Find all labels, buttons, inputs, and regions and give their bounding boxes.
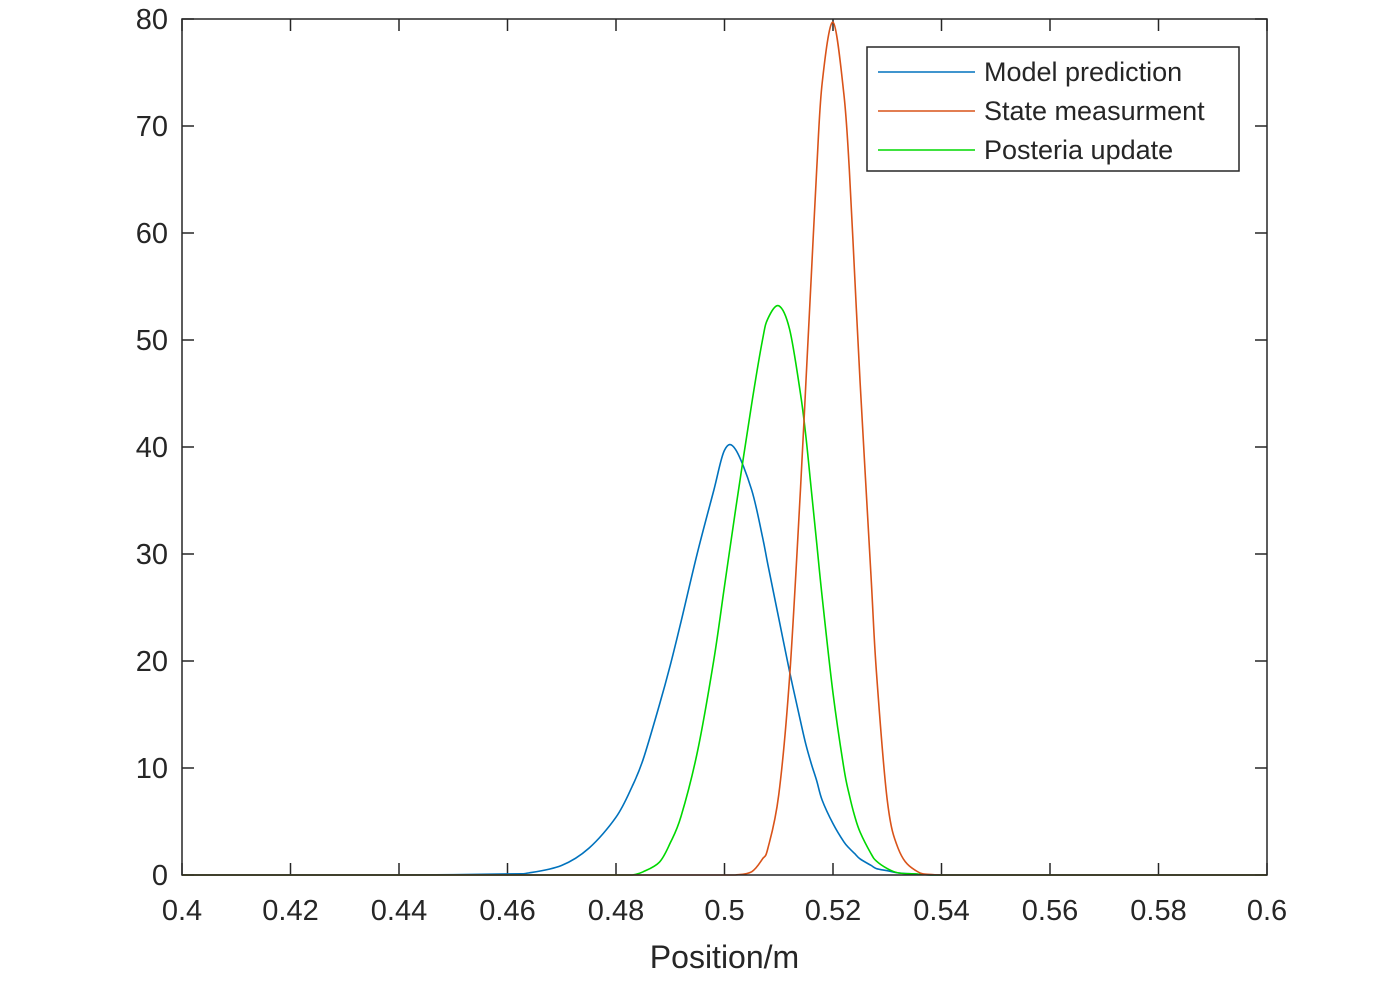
y-tick-label: 70 (136, 111, 168, 143)
x-axis-label: Position/m (650, 939, 799, 975)
axes: 0.4 0.42 0.44 0.46 0.48 0.5 0.52 0.54 0.56 0.58 0.… (136, 4, 1287, 927)
x-tick-label: 0.4 (162, 895, 202, 927)
legend-label: Posteria update (984, 135, 1173, 165)
x-tick-label: 0.6 (1247, 895, 1287, 927)
plot-frame (181, 18, 1268, 876)
series-line-model-prediction (182, 443, 1267, 876)
x-tick-label: 0.54 (913, 895, 969, 927)
y-tick-label: 60 (136, 218, 168, 250)
y-tick-label: 0 (152, 860, 168, 892)
y-tick-label: 30 (136, 539, 168, 571)
y-tick-label: 10 (136, 753, 168, 785)
x-tick-label: 0.58 (1130, 895, 1186, 927)
y-tick-label: 20 (136, 646, 168, 678)
legend-label: Model prediction (984, 57, 1182, 87)
x-tick-label: 0.42 (262, 895, 318, 927)
x-tick-label: 0.48 (588, 895, 644, 927)
x-tick-label: 0.46 (479, 895, 535, 927)
legend-label: State measurment (984, 96, 1205, 126)
y-tick-label: 50 (136, 325, 168, 357)
y-tick-label: 40 (136, 432, 168, 464)
y-tick-label: 80 (136, 4, 168, 36)
x-tick-label: 0.52 (805, 895, 861, 927)
x-tick-label: 0.5 (704, 895, 744, 927)
legend: Model prediction State measurment Posteria… (866, 46, 1240, 172)
x-tick-label: 0.56 (1022, 895, 1078, 927)
x-tick-label: 0.44 (371, 895, 427, 927)
